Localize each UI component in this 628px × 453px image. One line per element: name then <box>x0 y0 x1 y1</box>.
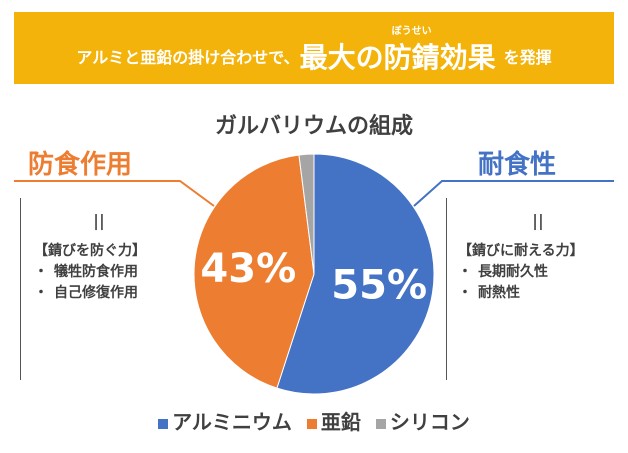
banner-ruby: ぼうせい <box>391 26 432 37</box>
pie-label-1: 43% <box>200 246 296 292</box>
left-panel: || 【錆びを防ぐ力】 犠牲防食作用 自己修復作用 <box>34 210 184 304</box>
left-connector-line <box>14 180 215 207</box>
banner-ruby-base: 防錆 <box>383 41 440 74</box>
legend: アルミニウム 亜鉛 シリコン <box>0 406 628 435</box>
right-connector-line <box>413 180 614 207</box>
pie-slice-1 <box>193 154 315 389</box>
left-panel-item: 犠牲防食作用 <box>34 262 184 283</box>
banner-text-post: を発揮 <box>503 48 552 67</box>
right-divider <box>446 198 447 380</box>
legend-label-silicon: シリコン <box>389 410 470 434</box>
pie-group: 55% 43% <box>193 153 435 395</box>
legend-label-zinc: 亜鉛 <box>320 410 361 434</box>
right-panel-item: 長期耐久性 <box>458 262 618 283</box>
right-panel-item: 耐熱性 <box>458 283 618 304</box>
legend-swatch-silicon <box>375 418 386 429</box>
legend-item-aluminum: アルミニウム <box>158 406 292 435</box>
legend-swatch-zinc <box>306 418 317 429</box>
banner-text-pre: アルミと亜鉛の掛け合わせで、 <box>76 48 300 67</box>
banner-ruby-wrap: ぼうせい 防錆 <box>383 26 440 78</box>
right-heading: 耐食性 <box>478 150 557 180</box>
legend-item-silicon: シリコン <box>375 406 470 435</box>
banner: アルミと亜鉛の掛け合わせで、 最大の ぼうせい 防錆 効果 を発揮 <box>14 12 614 84</box>
banner-text: アルミと亜鉛の掛け合わせで、 最大の ぼうせい 防錆 効果 を発揮 <box>14 22 614 78</box>
banner-text-main-2: 効果 <box>439 41 496 74</box>
right-equals: || <box>532 211 544 230</box>
legend-label-aluminum: アルミニウム <box>172 410 292 434</box>
left-equals: || <box>93 211 105 230</box>
right-panel: || 【錆びに耐える力】 長期耐久性 耐熱性 <box>458 210 618 304</box>
chart-title: ガルバリウムの組成 <box>214 114 413 139</box>
pie-slice-2 <box>298 153 315 275</box>
left-divider <box>20 198 21 380</box>
legend-item-zinc: 亜鉛 <box>306 406 361 435</box>
left-panel-title: 【錆びを防ぐ力】 <box>34 243 146 259</box>
pie-label-0: 55% <box>331 262 427 308</box>
banner-text-main-1: 最大の <box>299 41 384 74</box>
left-heading: 防食作用 <box>28 150 133 180</box>
pie-slice-0 <box>276 153 435 395</box>
legend-swatch-aluminum <box>158 418 169 429</box>
right-panel-title: 【錆びに耐える力】 <box>458 243 584 259</box>
left-panel-item: 自己修復作用 <box>34 283 184 304</box>
